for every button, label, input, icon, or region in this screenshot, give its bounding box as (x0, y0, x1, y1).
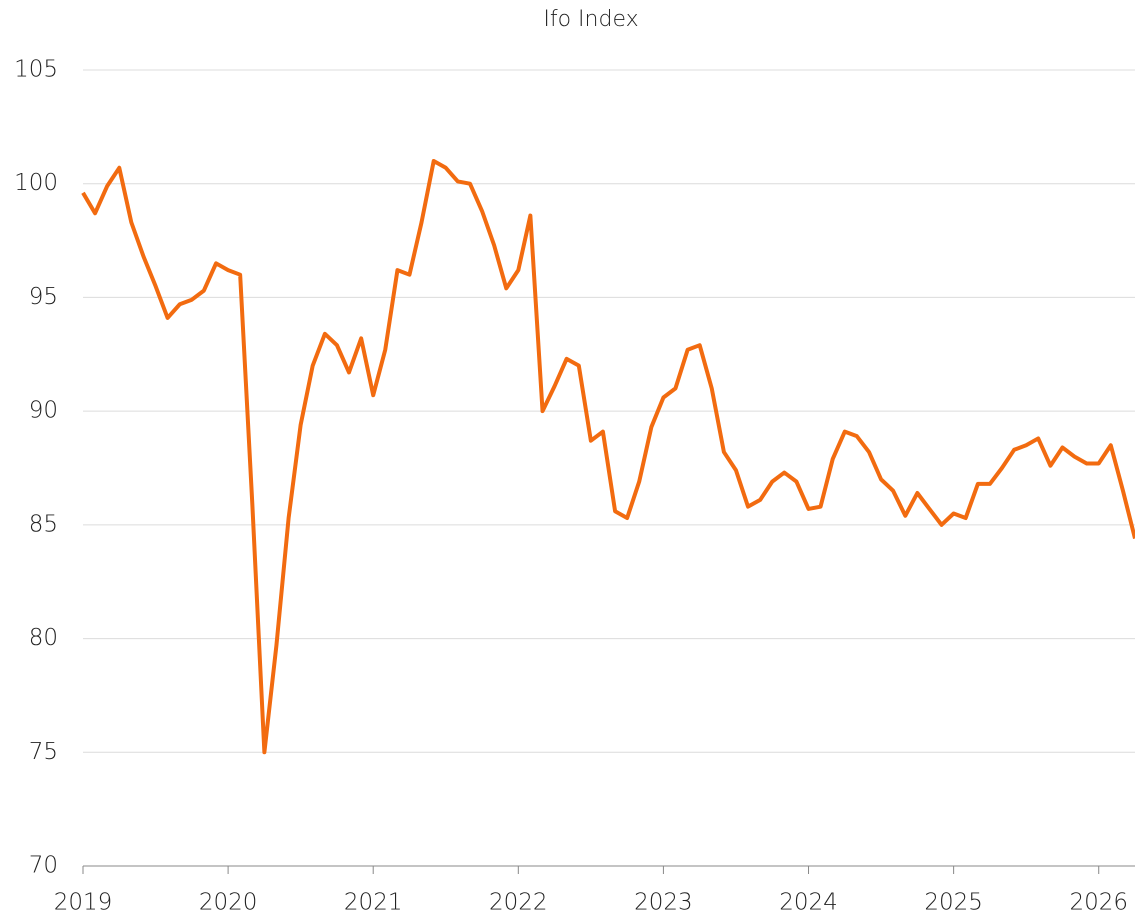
x-tick-label: 2021 (344, 890, 403, 916)
x-tick-label: 2025 (924, 890, 983, 916)
x-tick-label: 2026 (1069, 890, 1128, 916)
y-tick-label: 105 (14, 57, 58, 83)
x-tick-label: 2019 (54, 890, 113, 916)
x-tick-label: 2024 (779, 890, 838, 916)
x-tick-label: 2022 (489, 890, 548, 916)
x-tick-label: 2023 (634, 890, 693, 916)
chart-title: Ifo Index (543, 7, 638, 32)
y-tick-label: 95 (29, 284, 58, 310)
y-tick-label: 85 (29, 511, 58, 537)
x-tick-label: 2020 (199, 890, 258, 916)
y-tick-label: 100 (14, 170, 58, 196)
y-tick-label: 70 (29, 853, 58, 879)
data-line (81, 158, 1135, 755)
y-tick-label: 90 (29, 398, 58, 424)
y-tick-label: 75 (29, 739, 58, 765)
y-tick-label: 80 (29, 625, 58, 651)
